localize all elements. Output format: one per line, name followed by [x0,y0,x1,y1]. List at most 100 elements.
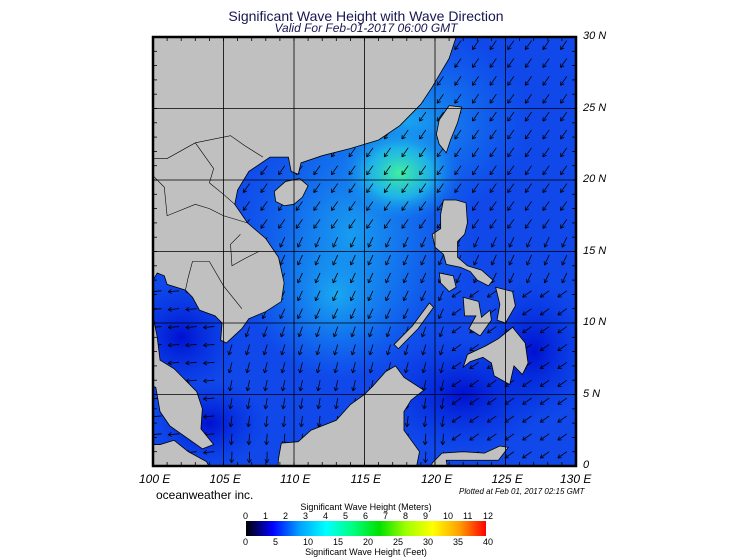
direction-arrow [455,272,462,284]
direction-arrow [489,76,497,86]
direction-arrow [438,344,444,356]
direction-arrow [522,451,532,459]
direction-arrow [185,360,197,366]
direction-arrow [451,361,462,370]
direction-arrow [368,326,374,338]
direction-arrow [507,147,515,158]
direction-arrow [383,201,391,211]
direction-arrow [332,272,339,284]
direction-arrow [333,344,339,356]
direction-arrow [368,362,374,374]
direction-arrow [472,129,480,140]
country-border [153,135,264,159]
direction-arrow [472,40,480,50]
direction-arrow [560,93,568,104]
direction-arrow [264,433,269,446]
direction-arrow [316,380,321,392]
direction-arrow [227,380,233,392]
direction-arrow [228,398,234,410]
direction-arrow [539,308,550,316]
direction-arrow [472,58,480,68]
direction-arrow [436,201,444,211]
land-luzon [431,199,494,287]
direction-arrow [260,183,268,193]
direction-arrow [349,237,356,248]
direction-arrow [314,272,321,284]
direction-arrow [281,398,286,410]
direction-arrow [401,147,409,158]
direction-arrow [539,433,550,441]
lat-label: 10 N [583,316,607,328]
direction-arrow [522,308,532,316]
direction-arrow [296,237,303,248]
direction-arrow [280,380,286,392]
direction-arrow [348,201,356,211]
land-sumatra [153,439,210,466]
direction-arrow [385,254,391,266]
colorbar-meters-label: 1 [263,511,269,521]
direction-arrow [489,183,497,193]
direction-arrow [436,183,444,193]
direction-arrow [486,433,497,441]
direction-arrow [167,360,180,366]
direction-arrow [314,308,321,320]
direction-arrow [402,290,409,302]
direction-arrow [263,380,268,392]
direction-arrow [508,254,515,266]
direction-arrow [167,306,180,312]
direction-arrow [489,201,497,211]
colorbar-feet-label: 20 [363,537,374,547]
direction-arrow [438,326,444,338]
direction-arrow [315,362,321,374]
direction-arrow [404,415,410,428]
direction-arrow [539,326,550,334]
direction-arrow [543,237,550,248]
direction-arrow [507,183,515,193]
direction-arrow [472,183,480,193]
direction-arrow [383,147,391,158]
direction-arrow [451,397,462,405]
lat-label: 0 [583,459,590,471]
direction-arrow [229,451,235,463]
colorbar-meters-label: 4 [323,511,329,521]
direction-arrow [420,254,427,266]
direction-arrow [454,129,462,140]
direction-arrow [560,58,568,68]
direction-arrow [489,58,497,68]
direction-arrow [422,433,428,446]
direction-arrow [472,76,480,86]
direction-arrow [508,272,515,284]
direction-arrow [522,290,532,298]
direction-arrow [332,237,339,248]
direction-arrow [469,344,479,352]
direction-arrow [526,272,532,284]
direction-arrow [507,40,515,50]
direction-arrow [314,254,321,266]
direction-arrow [560,201,568,211]
direction-arrow [472,147,480,158]
direction-arrow [203,414,215,420]
direction-arrow [263,415,269,428]
direction-arrow [332,326,339,338]
direction-arrow [489,111,497,122]
direction-arrow [297,344,303,356]
direction-arrow [451,415,462,423]
direction-arrow [420,326,427,338]
direction-arrow [314,290,321,302]
direction-arrow [439,380,445,392]
direction-arrow [313,165,321,176]
colorbar-feet-label: 5 [273,537,279,547]
colorbar-meters-label: 2 [283,511,289,521]
land-masses [153,37,529,466]
lat-label: 30 N [583,30,607,42]
direction-arrow [262,362,268,374]
direction-arrow [560,165,568,176]
direction-arrow [451,379,462,387]
direction-arrow [486,379,497,387]
direction-arrow [245,344,250,356]
direction-arrow [366,147,374,158]
land-thai-peninsula [153,315,215,450]
direction-arrow [348,165,356,176]
direction-arrow [296,308,303,320]
direction-arrow [469,415,479,423]
